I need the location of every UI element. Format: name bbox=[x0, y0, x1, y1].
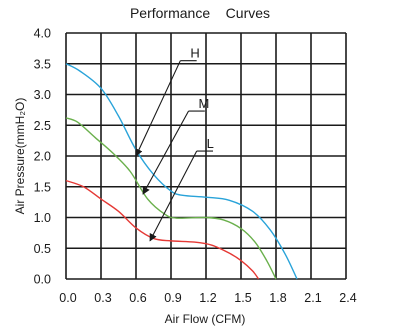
y-tick-label: 3.5 bbox=[34, 57, 51, 71]
y-tick-label: 2.5 bbox=[34, 119, 51, 133]
y-axis-ticks: 0.0 0.5 1.0 1.5 2.0 2.5 3.0 3.5 4.0 bbox=[34, 27, 51, 287]
leader-arrow bbox=[149, 150, 198, 242]
y-tick-label: 0.0 bbox=[34, 273, 51, 287]
chart-annotations: H M L bbox=[135, 46, 214, 242]
y-tick-label: 4.0 bbox=[34, 27, 51, 41]
y-tick-label: 3.0 bbox=[34, 88, 51, 102]
x-tick-label: 2.1 bbox=[304, 291, 321, 305]
x-tick-label: 0.6 bbox=[129, 291, 146, 305]
leader-arrow bbox=[142, 110, 189, 195]
x-tick-label: 1.5 bbox=[234, 291, 251, 305]
x-tick-label: 0.3 bbox=[94, 291, 111, 305]
y-tick-label: 0.5 bbox=[34, 242, 51, 256]
y-tick-label: 1.0 bbox=[34, 211, 51, 225]
x-tick-label: 1.8 bbox=[269, 291, 286, 305]
curve-label-m: M bbox=[199, 96, 210, 111]
x-tick-label: 1.2 bbox=[199, 291, 216, 305]
chart-curves bbox=[65, 63, 298, 280]
x-tick-label: 2.4 bbox=[339, 291, 356, 305]
y-axis-label: Air Pressure(mmH₂O) bbox=[13, 98, 27, 215]
curve-label-l: L bbox=[207, 136, 214, 151]
leader-arrow bbox=[135, 60, 181, 157]
x-axis-label: Air Flow (CFM) bbox=[165, 312, 246, 326]
x-tick-label: 0.9 bbox=[164, 291, 181, 305]
curve-m bbox=[65, 117, 277, 280]
curve-label-h: H bbox=[190, 46, 199, 61]
curve-h bbox=[65, 63, 298, 280]
curve-l bbox=[65, 179, 260, 280]
chart-title: Performance Curves bbox=[130, 5, 270, 21]
x-tick-label: 0.0 bbox=[59, 291, 76, 305]
x-axis-ticks: 0.0 0.3 0.6 0.9 1.2 1.5 1.8 2.1 2.4 bbox=[59, 291, 356, 305]
y-tick-label: 2.0 bbox=[34, 150, 51, 164]
y-tick-label: 1.5 bbox=[34, 180, 51, 194]
chart-grid bbox=[65, 32, 347, 280]
